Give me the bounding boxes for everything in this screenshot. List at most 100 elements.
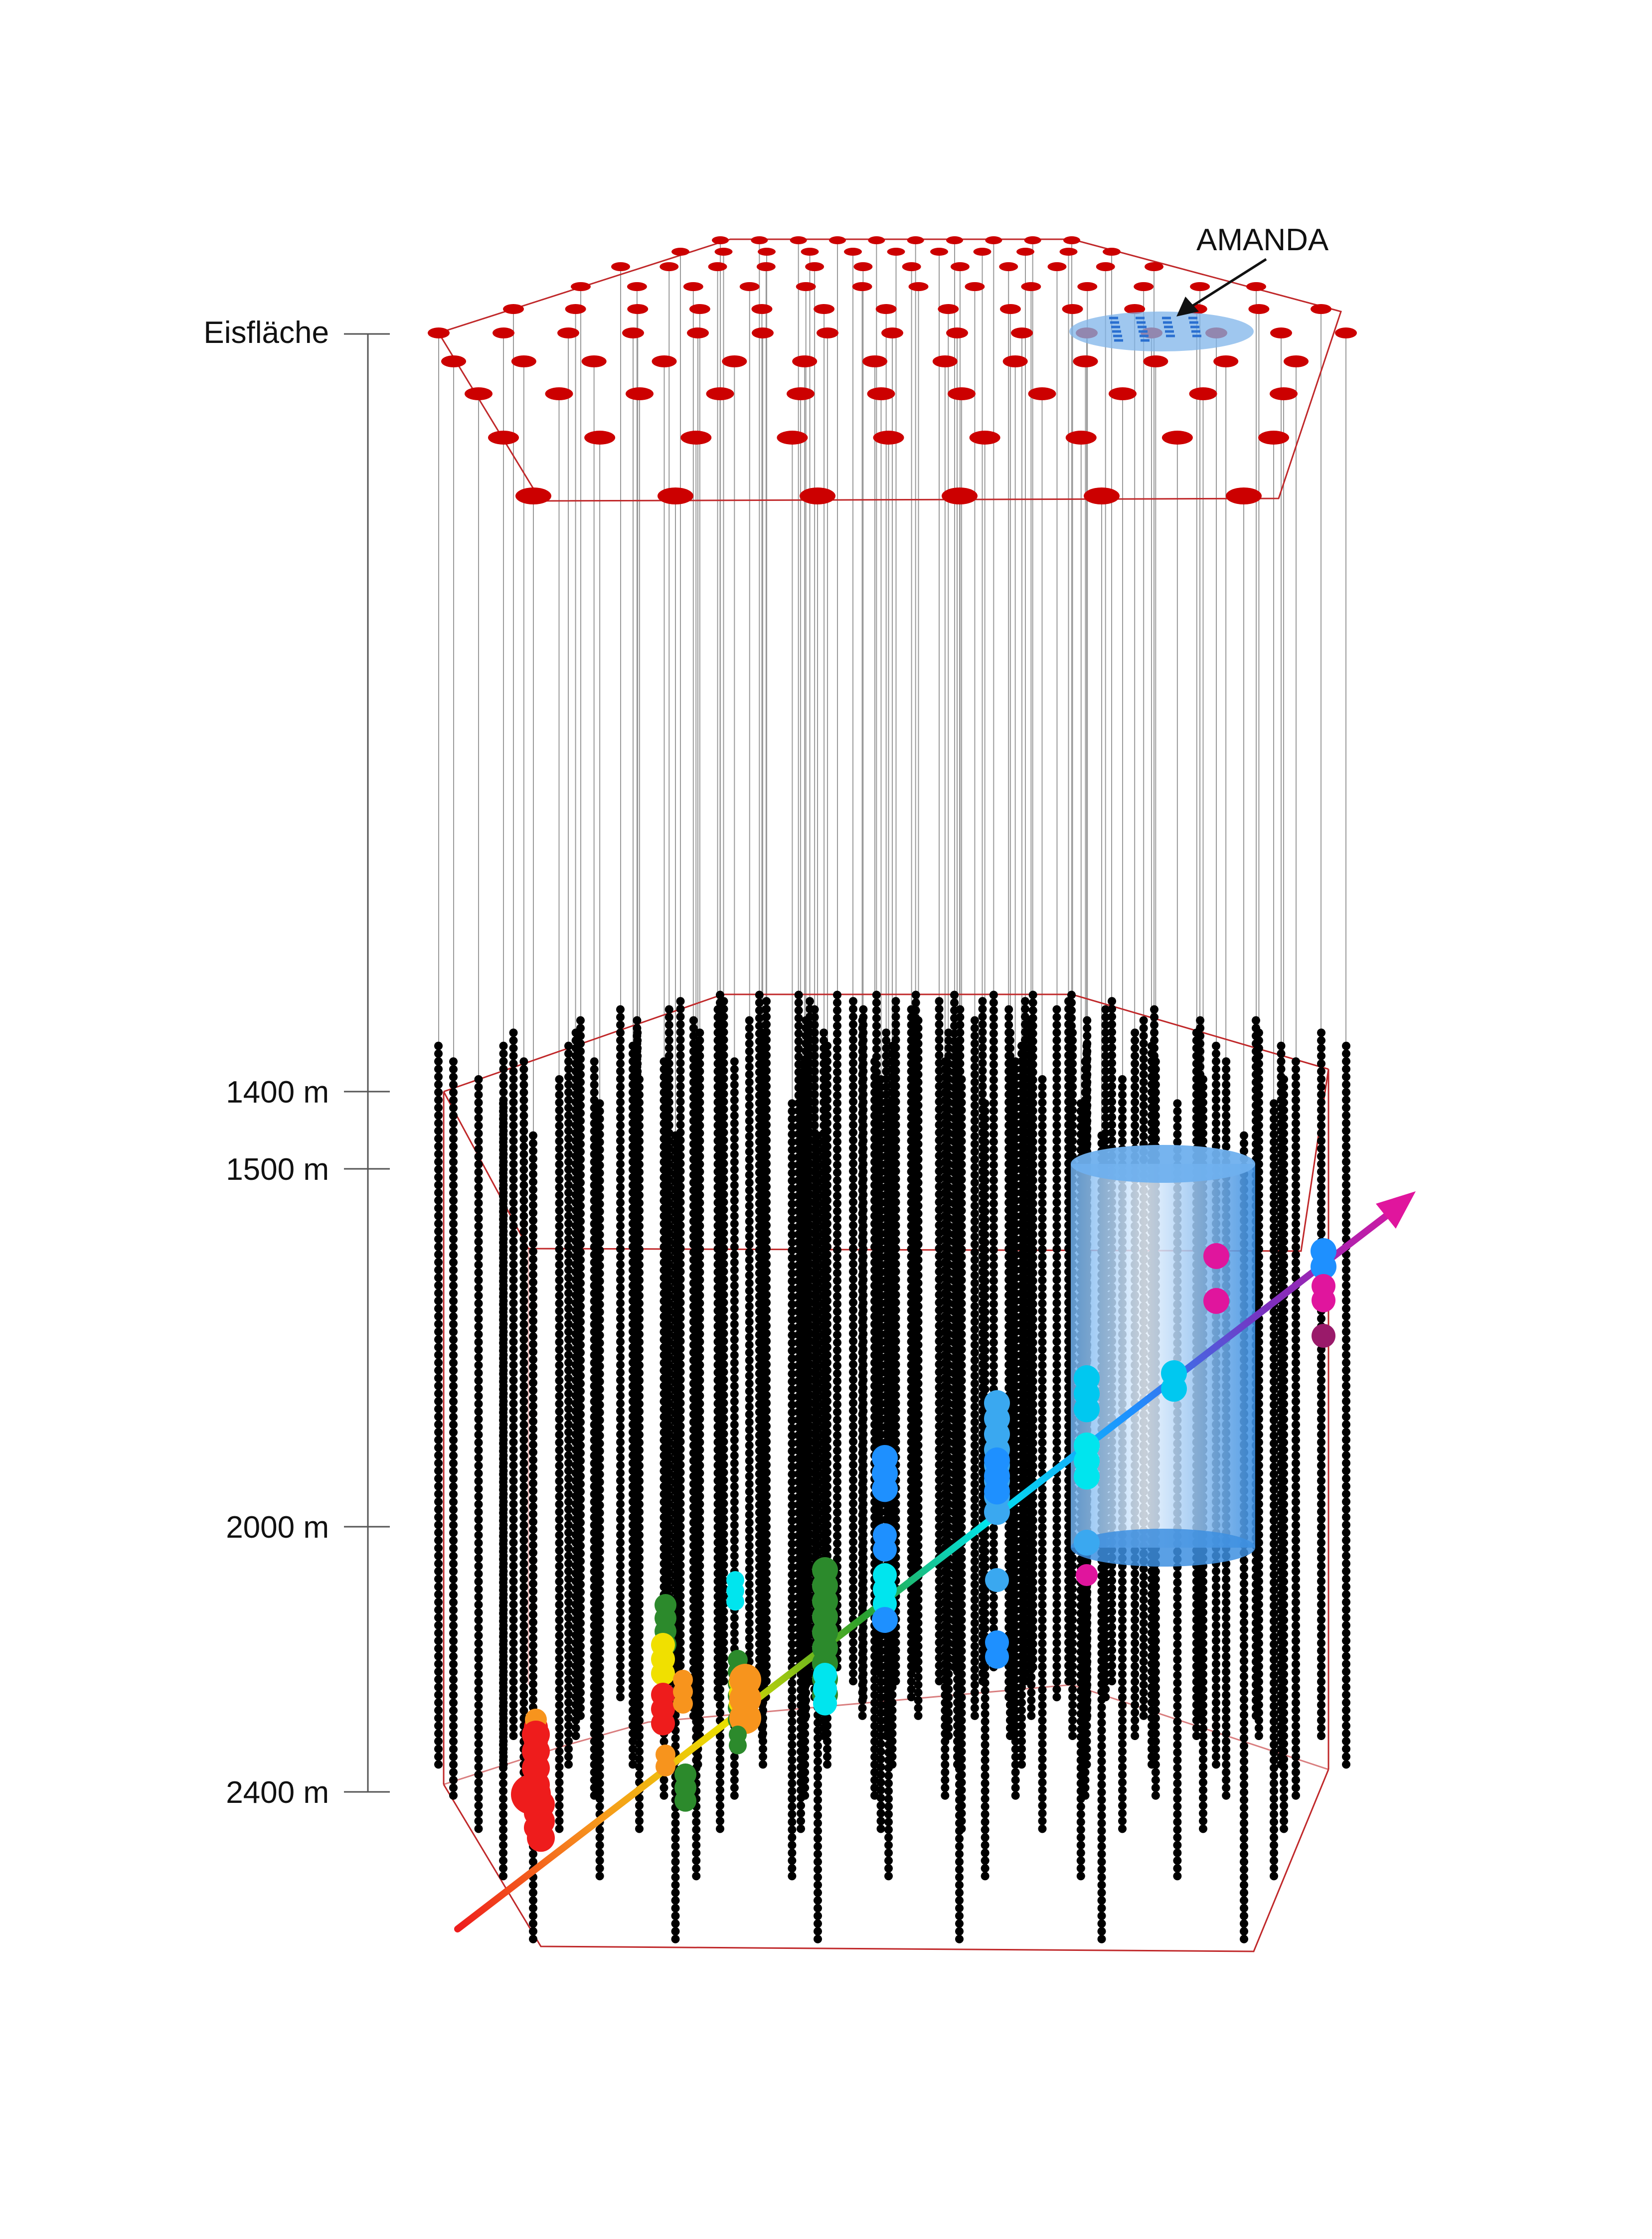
optical-module <box>802 1031 811 1040</box>
optical-module <box>1101 1067 1110 1076</box>
optical-module <box>745 1217 754 1226</box>
optical-module <box>571 1670 580 1678</box>
optical-module <box>989 1045 998 1054</box>
optical-module <box>907 1607 916 1616</box>
optical-module <box>849 1399 857 1408</box>
optical-module <box>833 1323 841 1332</box>
optical-module <box>858 1248 867 1257</box>
optical-module <box>633 1016 642 1025</box>
optical-module <box>1027 1534 1036 1543</box>
surface-station <box>946 236 963 244</box>
optical-module <box>914 1302 923 1311</box>
optical-module <box>1101 1059 1110 1068</box>
optical-module <box>907 1492 916 1501</box>
optical-module <box>1052 1585 1061 1594</box>
optical-module <box>571 1662 580 1671</box>
surface-station <box>777 431 808 445</box>
optical-module <box>858 1565 867 1574</box>
optical-module <box>616 1221 625 1230</box>
optical-module <box>858 1649 867 1658</box>
optical-module <box>571 1167 580 1176</box>
optical-module <box>914 1039 923 1048</box>
optical-module <box>858 1541 867 1550</box>
optical-module <box>571 1314 580 1323</box>
optical-module <box>810 1036 819 1045</box>
optical-module <box>1064 1004 1073 1013</box>
surface-station <box>493 327 514 338</box>
optical-module <box>907 1376 916 1385</box>
optical-module <box>914 1309 923 1318</box>
optical-module <box>1108 1113 1116 1121</box>
optical-module <box>1027 1402 1036 1411</box>
optical-module <box>745 1495 754 1504</box>
optical-module <box>858 1472 867 1481</box>
surface-station <box>1190 282 1210 291</box>
optical-module <box>1139 1611 1148 1620</box>
optical-module <box>978 1035 987 1044</box>
optical-module <box>970 1109 979 1118</box>
optical-module <box>1052 1013 1061 1022</box>
optical-module <box>1027 1124 1036 1133</box>
optical-module <box>858 1588 867 1597</box>
optical-module <box>907 1314 916 1323</box>
optical-module <box>745 1340 754 1349</box>
optical-module <box>616 1577 625 1586</box>
optical-module <box>571 1415 580 1424</box>
optical-module <box>833 1137 841 1146</box>
surface-station <box>805 262 825 271</box>
optical-module <box>907 1615 916 1624</box>
optical-module <box>509 1129 518 1137</box>
optical-module <box>509 1345 518 1354</box>
optical-module <box>616 1669 625 1678</box>
optical-module <box>989 1338 998 1347</box>
optical-module <box>833 1246 841 1255</box>
optical-module <box>907 1106 916 1115</box>
optical-module <box>1052 1214 1061 1223</box>
optical-module <box>616 1569 625 1578</box>
optical-module <box>571 1476 580 1485</box>
optical-module <box>1052 1206 1061 1215</box>
optical-module <box>509 1160 518 1168</box>
optical-module <box>882 1028 891 1037</box>
optical-module <box>745 1456 754 1465</box>
optical-module <box>745 1117 754 1125</box>
optical-module <box>970 1402 979 1411</box>
optical-module <box>914 1441 923 1450</box>
optical-module <box>1027 1170 1036 1179</box>
optical-module <box>1108 1090 1116 1099</box>
optical-module <box>802 1047 811 1056</box>
optical-module <box>989 1354 998 1363</box>
optical-module <box>914 1124 923 1133</box>
optical-module <box>745 1387 754 1396</box>
optical-module <box>509 1469 518 1477</box>
optical-module <box>1027 1139 1036 1148</box>
optical-module <box>713 1051 722 1060</box>
optical-module <box>970 1055 979 1064</box>
surface-station <box>946 327 968 338</box>
optical-module <box>849 1074 857 1083</box>
optical-module <box>858 1031 867 1040</box>
optical-module <box>907 1283 916 1292</box>
optical-module <box>1027 1588 1036 1597</box>
optical-module <box>745 1565 754 1574</box>
optical-module <box>1027 1711 1036 1720</box>
surface-station <box>1311 304 1331 314</box>
optical-module <box>761 1020 770 1029</box>
optical-module <box>1052 1438 1061 1446</box>
optical-module <box>914 1364 923 1373</box>
optical-module <box>616 1530 625 1539</box>
optical-module <box>509 1724 518 1733</box>
optical-module <box>907 1136 916 1145</box>
optical-module <box>745 1124 754 1133</box>
optical-module <box>509 1090 518 1099</box>
optical-module <box>833 1361 841 1370</box>
optical-module <box>970 1603 979 1612</box>
optical-module <box>509 1639 518 1647</box>
optical-module <box>1139 1618 1148 1627</box>
optical-module <box>970 1093 979 1102</box>
optical-module <box>616 1615 625 1624</box>
optical-module <box>849 1128 857 1137</box>
optical-module <box>1108 1669 1116 1678</box>
surface-station <box>503 304 524 314</box>
optical-module <box>859 1005 868 1014</box>
